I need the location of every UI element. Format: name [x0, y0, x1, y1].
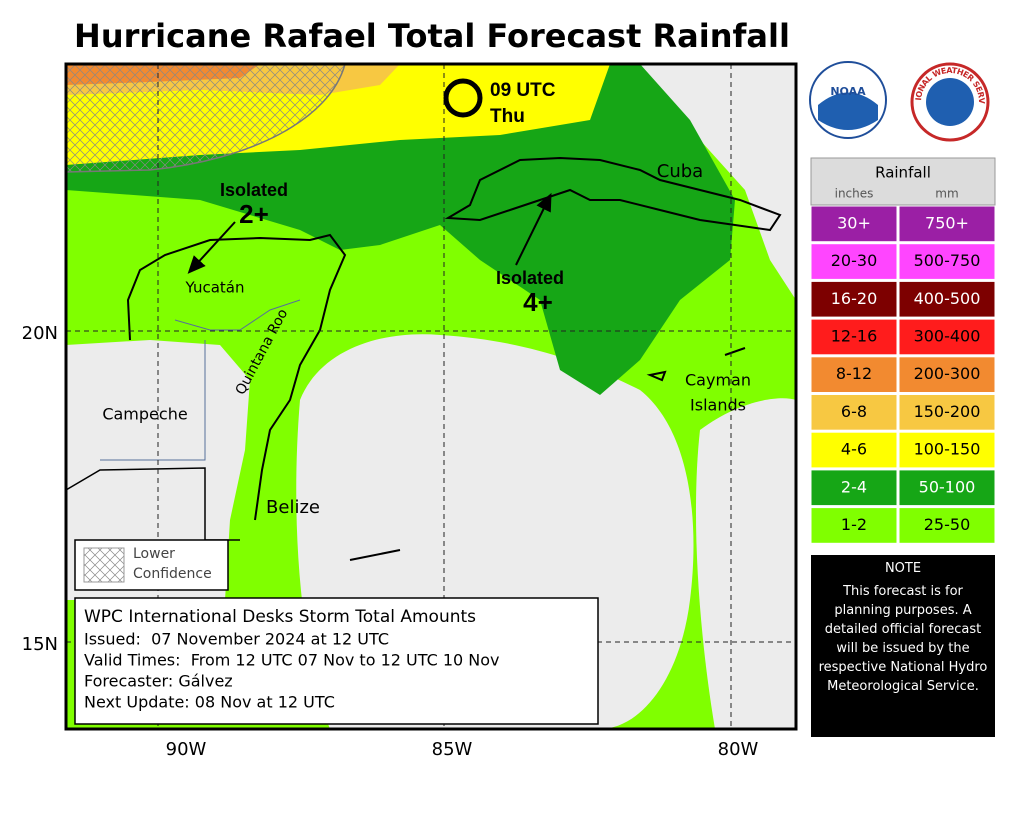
legend-swatch — [898, 356, 996, 393]
legend-inches: 6-8 — [841, 402, 867, 421]
legend-swatch — [898, 394, 996, 431]
legend-swatch — [898, 469, 996, 507]
legend-swatch — [898, 318, 996, 356]
legend-mm: 300-400 — [914, 326, 981, 345]
legend-swatch — [898, 280, 996, 318]
arrow — [515, 192, 552, 266]
confidence-box: Lower Confidence — [74, 539, 229, 591]
dry-area — [695, 398, 796, 729]
legend-inches: 4-6 — [841, 440, 867, 459]
legend-swatch — [810, 243, 898, 280]
info-heading: WPC International Desks Storm Total Amou… — [84, 607, 476, 627]
legend-mm: 500-750 — [914, 251, 981, 270]
legend-inches: 20-30 — [831, 251, 878, 270]
legend-mm: 50-100 — [919, 477, 976, 496]
legend-swatch — [898, 431, 996, 469]
coastline — [126, 156, 782, 561]
low-confidence-area — [66, 64, 346, 173]
confidence-label: Confidence — [133, 566, 212, 582]
legend-inches: 16-20 — [831, 289, 878, 308]
note-box: NOTE This forecast is for planning purpo… — [811, 555, 995, 737]
arrow — [187, 221, 236, 274]
lon-label: 85W — [432, 739, 473, 760]
place-label: Yucatán — [185, 279, 245, 297]
place-label: Islands — [690, 396, 746, 415]
legend-unit: mm — [935, 187, 958, 201]
place-labels: Yucatán Quintana Roo Campeche Belize Cub… — [102, 161, 751, 518]
place-label: Cuba — [657, 161, 703, 182]
legend-swatch — [898, 243, 996, 280]
annotation: 2+ — [239, 199, 269, 229]
info-line: Forecaster: Gálvez — [84, 672, 233, 691]
legend-swatch — [810, 356, 898, 393]
info-line: Valid Times: From 12 UTC 07 Nov to 12 UT… — [84, 651, 500, 670]
legend-swatch — [810, 280, 898, 318]
annotations: Isolated 2+ Isolated 4+ 09 UTC Thu — [187, 78, 564, 317]
legend-inches: 12-16 — [831, 326, 878, 345]
info-line: Issued: 07 November 2024 at 12 UTC — [84, 630, 389, 649]
legend-swatch — [898, 507, 996, 544]
legend-mm: 25-50 — [924, 515, 971, 534]
logo-text: NOAA — [830, 85, 866, 98]
annotation: Isolated — [220, 180, 288, 200]
legend-swatch — [810, 469, 898, 507]
legend: Rainfall inches mm 30+ 750+ 20-30 500-750 16… — [810, 157, 996, 544]
annotation: 4+ — [523, 287, 553, 317]
note-text: This forecast is for planning purposes. … — [818, 584, 988, 694]
legend-inches: 8-12 — [836, 364, 872, 383]
lon-label: 90W — [166, 739, 207, 760]
legend-mm: 750+ — [925, 213, 969, 232]
position-time: 09 UTC — [490, 80, 556, 101]
storm-position — [443, 78, 483, 118]
legend-swatch — [810, 507, 898, 544]
axis-labels: 90W 85W 80W 20N 15N — [22, 323, 759, 760]
legend-inches: 1-2 — [841, 515, 867, 534]
lon-label: 80W — [718, 739, 759, 760]
annotation: Isolated — [496, 268, 564, 288]
legend-unit: inches — [835, 187, 874, 201]
title: Hurricane Rafael Total Forecast Rainfall — [74, 17, 790, 55]
info-line: Next Update: 08 Nov at 12 UTC — [84, 693, 335, 712]
place-label: Campeche — [102, 405, 187, 424]
borders — [100, 299, 301, 461]
legend-inches: 2-4 — [841, 477, 867, 496]
lat-label: 15N — [22, 634, 58, 655]
legend-mm: 400-500 — [914, 289, 981, 308]
place-label: Belize — [266, 497, 320, 518]
map-frame — [64, 62, 798, 731]
legend-mm: 150-200 — [914, 402, 981, 421]
lat-label: 20N — [22, 323, 58, 344]
map — [66, 64, 796, 729]
legend-swatch — [810, 318, 898, 356]
note-title: NOTE — [884, 561, 922, 576]
info-box: WPC International Desks Storm Total Amou… — [74, 597, 599, 725]
legend-mm: 200-300 — [914, 364, 981, 383]
legend-title: Rainfall — [875, 164, 931, 182]
legend-mm: 100-150 — [914, 440, 981, 459]
position-day: Thu — [490, 106, 525, 127]
confidence-label: Lower — [133, 546, 175, 562]
legend-swatch — [810, 394, 898, 431]
legend-swatch — [810, 205, 898, 243]
legend-swatch — [810, 431, 898, 469]
legend-swatch — [898, 205, 996, 243]
place-label: Cayman — [685, 371, 751, 390]
legend-inches: 30+ — [837, 213, 871, 232]
